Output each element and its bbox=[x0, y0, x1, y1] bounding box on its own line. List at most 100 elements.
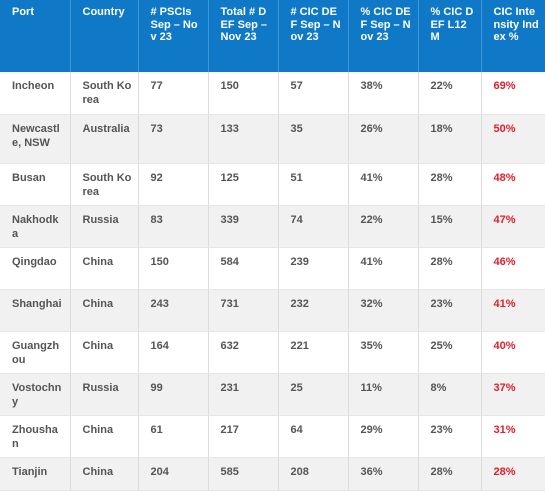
cell-pscis: 77 bbox=[138, 72, 209, 115]
table-row: Guangzhou China 164 632 221 35% 25% 40% bbox=[0, 331, 545, 374]
cell-pct-cic-l12m: 28% bbox=[418, 457, 482, 491]
cell-cic-def: 25 bbox=[278, 373, 349, 416]
cell-pct-cic-def: 26% bbox=[348, 114, 419, 164]
table-row: Newcastle, NSW Australia 73 133 35 26% 1… bbox=[0, 114, 545, 164]
table-header: Port Country # PSCIs Sep – Nov 23 Total … bbox=[0, 0, 545, 72]
cell-pct-cic-def: 22% bbox=[348, 205, 419, 248]
cell-country: Russia bbox=[70, 373, 139, 416]
cell-country: Russia bbox=[70, 205, 139, 248]
table-row: Tianjin China 204 585 208 36% 28% 28% bbox=[0, 457, 545, 491]
cell-country: China bbox=[70, 457, 139, 491]
cell-total-def: 125 bbox=[208, 163, 279, 206]
cell-pct-cic-def: 41% bbox=[348, 163, 419, 206]
table-row: Vostochny Russia 99 231 25 11% 8% 37% bbox=[0, 373, 545, 416]
cell-pct-cic-l12m: 23% bbox=[418, 415, 482, 458]
header-pct-cic-def: % CIC DEF Sep – Nov 23 bbox=[348, 0, 419, 72]
cell-pct-cic-def: 36% bbox=[348, 457, 419, 491]
cell-cic-index: 47% bbox=[481, 205, 545, 248]
cell-cic-def: 208 bbox=[278, 457, 349, 491]
cell-cic-index: 31% bbox=[481, 415, 545, 458]
cell-total-def: 133 bbox=[208, 114, 279, 164]
cell-country: China bbox=[70, 415, 139, 458]
header-pscis: # PSCIs Sep – Nov 23 bbox=[138, 0, 209, 72]
cell-pct-cic-def: 41% bbox=[348, 247, 419, 290]
cell-cic-def: 239 bbox=[278, 247, 349, 290]
cell-pscis: 150 bbox=[138, 247, 209, 290]
header-port: Port bbox=[0, 0, 71, 72]
cell-country: China bbox=[70, 247, 139, 290]
cell-pscis: 99 bbox=[138, 373, 209, 416]
header-cic-index: CIC Intensity Index % bbox=[481, 0, 545, 72]
table-row: Qingdao China 150 584 239 41% 28% 46% bbox=[0, 247, 545, 290]
cell-pscis: 61 bbox=[138, 415, 209, 458]
cell-pct-cic-def: 38% bbox=[348, 72, 419, 115]
table-row: Nakhodka Russia 83 339 74 22% 15% 47% bbox=[0, 205, 545, 248]
header-row: Port Country # PSCIs Sep – Nov 23 Total … bbox=[0, 0, 545, 72]
cell-pscis: 204 bbox=[138, 457, 209, 491]
cell-cic-def: 221 bbox=[278, 331, 349, 374]
table-row: Incheon South Korea 77 150 57 38% 22% 69… bbox=[0, 72, 545, 115]
cell-port: Newcastle, NSW bbox=[0, 114, 71, 164]
cell-cic-def: 74 bbox=[278, 205, 349, 248]
cell-port: Vostochny bbox=[0, 373, 71, 416]
cell-port: Nakhodka bbox=[0, 205, 71, 248]
cell-pct-cic-def: 35% bbox=[348, 331, 419, 374]
cell-country: China bbox=[70, 289, 139, 332]
header-cic-def: # CIC DEF Sep – Nov 23 bbox=[278, 0, 349, 72]
cell-pct-cic-l12m: 8% bbox=[418, 373, 482, 416]
cell-pscis: 164 bbox=[138, 331, 209, 374]
cell-pct-cic-l12m: 18% bbox=[418, 114, 482, 164]
cell-total-def: 217 bbox=[208, 415, 279, 458]
cell-cic-index: 50% bbox=[481, 114, 545, 164]
cell-total-def: 584 bbox=[208, 247, 279, 290]
table-row: Shanghai China 243 731 232 32% 23% 41% bbox=[0, 289, 545, 332]
cell-cic-index: 40% bbox=[481, 331, 545, 374]
cell-total-def: 231 bbox=[208, 373, 279, 416]
cell-pscis: 92 bbox=[138, 163, 209, 206]
cell-port: Incheon bbox=[0, 72, 71, 115]
cell-port: Tianjin bbox=[0, 457, 71, 491]
cell-pct-cic-def: 11% bbox=[348, 373, 419, 416]
cell-cic-index: 28% bbox=[481, 457, 545, 491]
cell-cic-index: 41% bbox=[481, 289, 545, 332]
cell-port: Qingdao bbox=[0, 247, 71, 290]
cell-pct-cic-l12m: 28% bbox=[418, 163, 482, 206]
header-country: Country bbox=[70, 0, 139, 72]
cell-port: Busan bbox=[0, 163, 71, 206]
cell-cic-index: 46% bbox=[481, 247, 545, 290]
cell-cic-def: 35 bbox=[278, 114, 349, 164]
cell-pscis: 243 bbox=[138, 289, 209, 332]
cell-total-def: 150 bbox=[208, 72, 279, 115]
cell-port: Guangzhou bbox=[0, 331, 71, 374]
cell-country: Australia bbox=[70, 114, 139, 164]
cell-country: South Korea bbox=[70, 72, 139, 115]
cell-cic-def: 232 bbox=[278, 289, 349, 332]
cell-pct-cic-l12m: 22% bbox=[418, 72, 482, 115]
cell-pscis: 83 bbox=[138, 205, 209, 248]
header-pct-cic-l12m: % CIC DEF L12M bbox=[418, 0, 482, 72]
cell-total-def: 632 bbox=[208, 331, 279, 374]
cell-pct-cic-l12m: 23% bbox=[418, 289, 482, 332]
cell-cic-index: 48% bbox=[481, 163, 545, 206]
cell-pct-cic-l12m: 25% bbox=[418, 331, 482, 374]
cell-total-def: 731 bbox=[208, 289, 279, 332]
cell-country: South Korea bbox=[70, 163, 139, 206]
cell-cic-def: 51 bbox=[278, 163, 349, 206]
cell-cic-def: 64 bbox=[278, 415, 349, 458]
table-body: Incheon South Korea 77 150 57 38% 22% 69… bbox=[0, 72, 545, 491]
cell-pct-cic-l12m: 28% bbox=[418, 247, 482, 290]
cell-country: China bbox=[70, 331, 139, 374]
cell-pscis: 73 bbox=[138, 114, 209, 164]
cell-total-def: 339 bbox=[208, 205, 279, 248]
cell-total-def: 585 bbox=[208, 457, 279, 491]
cell-pct-cic-l12m: 15% bbox=[418, 205, 482, 248]
cell-port: Zhoushan bbox=[0, 415, 71, 458]
cell-port: Shanghai bbox=[0, 289, 71, 332]
cell-pct-cic-def: 29% bbox=[348, 415, 419, 458]
header-total-def: Total # DEF Sep – Nov 23 bbox=[208, 0, 279, 72]
table-row: Busan South Korea 92 125 51 41% 28% 48% bbox=[0, 163, 545, 206]
cell-pct-cic-def: 32% bbox=[348, 289, 419, 332]
cell-cic-index: 37% bbox=[481, 373, 545, 416]
cell-cic-def: 57 bbox=[278, 72, 349, 115]
